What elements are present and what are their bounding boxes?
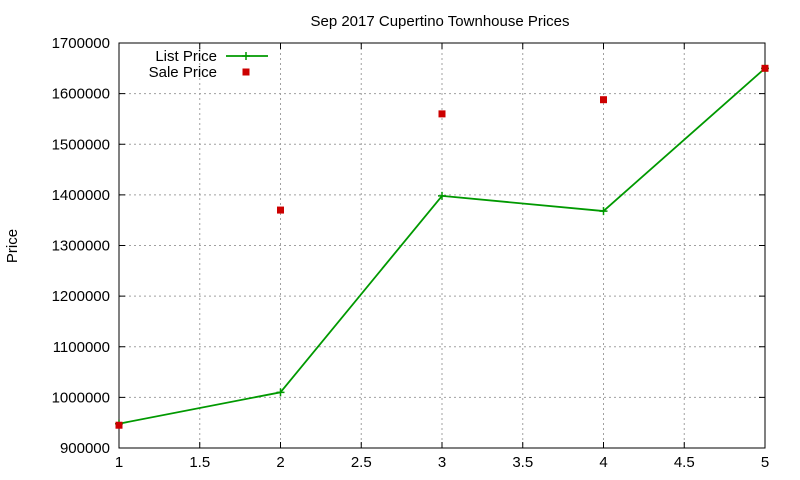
sale-price-point	[438, 110, 446, 118]
y-tick-label: 1200000	[52, 288, 110, 305]
sale-price-point	[115, 421, 123, 429]
series-sale-price	[115, 64, 769, 429]
data-series	[115, 64, 769, 429]
y-tick-label: 1700000	[52, 35, 110, 52]
y-axis-label: Price	[4, 229, 21, 263]
x-tick-label: 4.5	[674, 454, 695, 471]
list-price-point	[438, 191, 446, 200]
list-price-point	[599, 207, 608, 216]
list-price-point	[276, 388, 285, 397]
y-tick-label: 1500000	[52, 136, 110, 153]
grid-lines	[119, 43, 765, 448]
y-tick-label: 1600000	[52, 86, 110, 103]
sale-price-point	[600, 96, 607, 104]
x-tick-label: 2.5	[351, 454, 372, 471]
y-tick-label: 1100000	[53, 339, 110, 356]
x-tick-label: 1	[115, 454, 123, 471]
y-tick-label: 1300000	[52, 238, 110, 255]
list-price-line	[118, 67, 766, 425]
x-tick-label: 2	[276, 454, 284, 471]
legend-square-marker	[242, 68, 250, 76]
x-tick-label: 5	[761, 454, 769, 471]
y-tick-label: 1400000	[52, 187, 110, 204]
y-tick-label: 1000000	[52, 389, 110, 406]
y-tick-label: 900000	[60, 440, 110, 457]
chart-title: Sep 2017 Cupertino Townhouse Prices	[310, 13, 569, 30]
x-tick-label: 1.5	[189, 454, 210, 471]
sale-price-point	[761, 64, 769, 72]
x-tick-label: 3.5	[512, 454, 533, 471]
sale-price-point	[277, 206, 284, 214]
legend-plus-marker	[242, 52, 250, 60]
x-tick-label: 4	[599, 454, 607, 471]
legend-label: Sale Price	[149, 64, 217, 81]
axis-ticks: 1 1.5 2 2.5 3 3.5 4 4.5 5 900000 1000000 1100000 120…	[52, 35, 770, 471]
x-tick-label: 3	[438, 454, 446, 471]
legend-label: List Price	[155, 48, 217, 65]
